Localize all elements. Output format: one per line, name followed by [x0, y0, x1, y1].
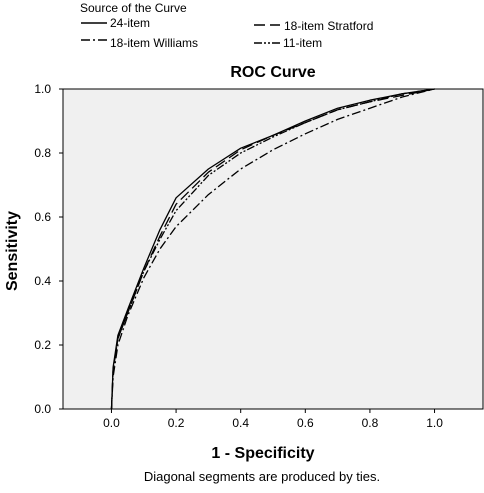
axis-ticks: 0.0 0.2 0.4 0.6 0.8 1.0 0.0 0.2 0.4 0.6 0.8 1.0 [34, 82, 443, 430]
series-line-18-item-williams [110, 88, 435, 410]
legend-label-18-item-stratford: 18-item Stratford [284, 19, 373, 33]
footnote: Diagonal segments are produced by ties. [144, 469, 380, 484]
plot-area [62, 88, 484, 410]
series-line-24-item [110, 88, 435, 410]
series-lines [110, 88, 435, 410]
legend: Source of the Curve 24-item 18-item Stra… [80, 1, 373, 50]
x-tick-label: 0.4 [232, 416, 249, 430]
legend-label-11-item: 11-item [283, 36, 322, 50]
y-tick-label: 0.0 [34, 402, 51, 416]
legend-entry-11-item: 11-item [254, 36, 322, 50]
legend-entry-18-item-williams: 18-item Williams [81, 36, 198, 50]
y-tick-label: 0.2 [34, 338, 51, 352]
legend-entry-24-item: 24-item [81, 16, 150, 30]
legend-entry-18-item-stratford: 18-item Stratford [254, 19, 373, 33]
chart-title: ROC Curve [230, 64, 315, 81]
legend-title: Source of the Curve [80, 1, 187, 15]
series-line-18-item-stratford [110, 88, 435, 410]
x-tick-label: 0.8 [362, 416, 379, 430]
y-tick-label: 0.4 [34, 274, 51, 288]
x-tick-label: 0.2 [168, 416, 185, 430]
y-tick-label: 0.6 [34, 210, 51, 224]
x-tick-label: 1.0 [426, 416, 443, 430]
legend-label-24-item: 24-item [110, 16, 150, 30]
y-axis-title: Sensitivity [4, 211, 21, 291]
y-tick-label: 1.0 [34, 82, 51, 96]
x-tick-label: 0.6 [297, 416, 314, 430]
x-tick-label: 0.0 [103, 416, 120, 430]
series-line-11-item [110, 88, 435, 410]
legend-label-18-item-williams: 18-item Williams [110, 36, 198, 50]
x-axis-title: 1 - Specificity [211, 445, 314, 462]
y-tick-label: 0.8 [34, 146, 51, 160]
